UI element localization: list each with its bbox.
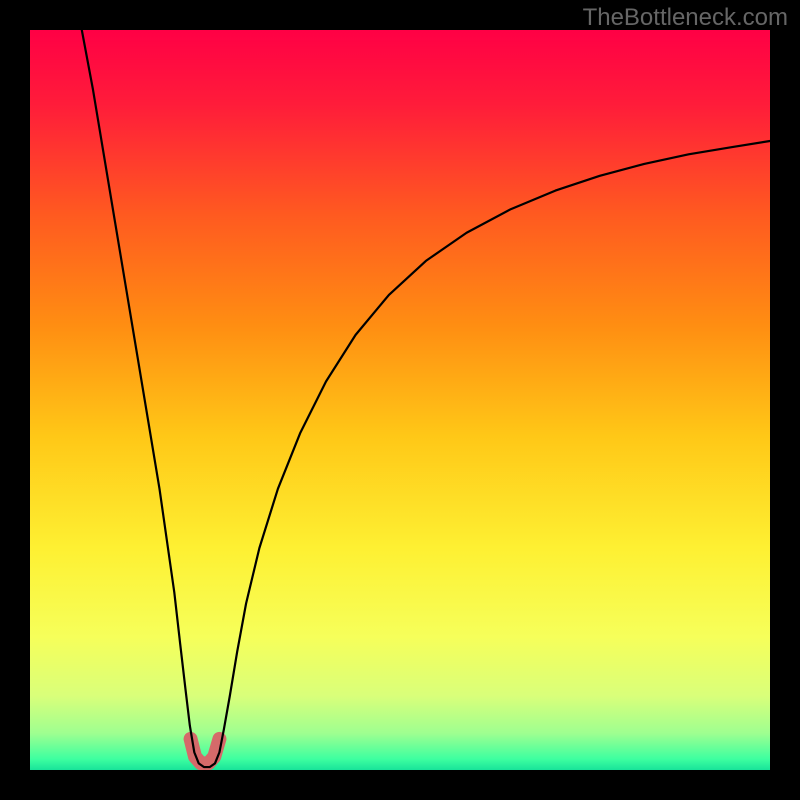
- watermark-text: TheBottleneck.com: [583, 4, 788, 32]
- curve-layer: [30, 30, 770, 770]
- bottleneck-curve: [82, 30, 770, 767]
- chart-stage: TheBottleneck.com: [0, 0, 800, 800]
- plot-frame: [30, 30, 770, 770]
